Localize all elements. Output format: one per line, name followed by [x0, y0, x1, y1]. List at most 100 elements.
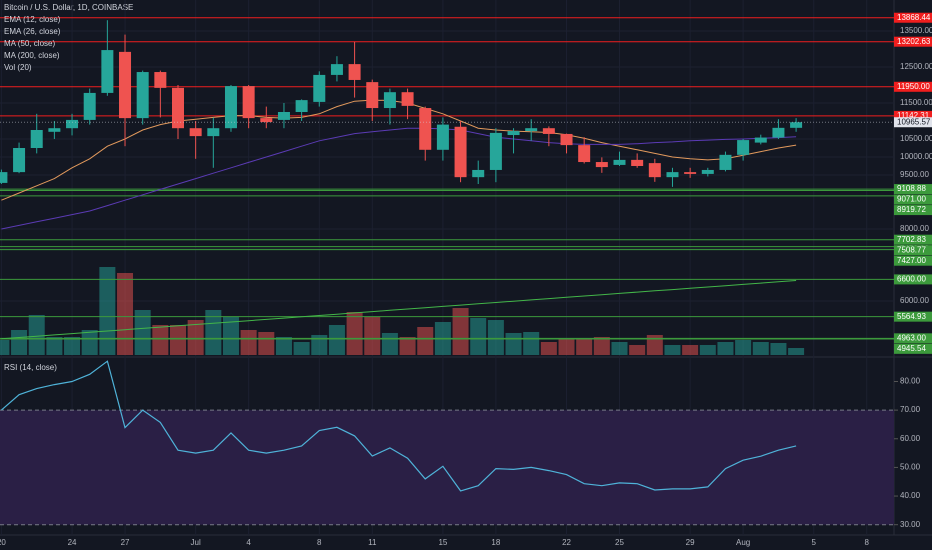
candle-body [701, 169, 714, 174]
candle-body [83, 92, 96, 120]
candle-body [489, 132, 502, 170]
y-tick-label: 9500.00 [900, 170, 929, 179]
volume-bar [788, 348, 805, 355]
candle-body [578, 145, 591, 163]
volume-bar [364, 317, 381, 355]
overlay-line [1, 99, 797, 201]
volume-bar [505, 333, 522, 355]
legend-entry: MA (200, close) [4, 51, 60, 60]
volume-bar [646, 335, 663, 355]
y-tick-label: 11500.00 [900, 98, 932, 107]
volume-bar [28, 315, 45, 355]
volume-bar [664, 345, 681, 355]
volume-bar [293, 342, 310, 355]
volume-bar [170, 325, 186, 355]
candle-body [136, 72, 149, 119]
rsi-tick-label: 70.00 [900, 405, 921, 414]
volume-bar [134, 310, 151, 355]
y-tick-label: 8000.00 [900, 224, 929, 233]
candle-body [648, 163, 661, 178]
candle-body [560, 133, 573, 146]
rsi-tick-label: 60.00 [900, 434, 921, 443]
y-tick-label: 13500.00 [900, 26, 932, 35]
level-label: 9108.88 [897, 184, 926, 193]
level-label: 7702.83 [897, 235, 926, 244]
volume-bar [311, 335, 328, 355]
volume-bar [523, 332, 540, 355]
level-label-box [894, 343, 932, 354]
rsi-tick-label: 40.00 [900, 491, 921, 500]
level-label: 11142.31 [897, 111, 930, 120]
candle-body [224, 86, 237, 129]
x-tick-label: 25 [615, 538, 624, 547]
candle-body [454, 126, 467, 178]
rsi-label: RSI (14, close) [4, 363, 57, 372]
candle-body [507, 131, 520, 136]
candle-body [631, 159, 644, 166]
candle-body [383, 92, 396, 109]
candle-body [737, 140, 750, 155]
candle-body [613, 159, 626, 165]
y-tick-label: 12500.00 [900, 62, 932, 71]
level-label: 11950.00 [897, 82, 930, 91]
x-tick-label: 22 [562, 538, 571, 547]
candle-body [189, 128, 202, 137]
volume-bar [99, 267, 116, 355]
level-label: 13868.44 [897, 13, 931, 22]
rsi-tick-label: 50.00 [900, 463, 921, 472]
volume-bar [346, 312, 363, 355]
x-tick-label: 4 [246, 538, 251, 547]
volume-bar [46, 337, 63, 355]
level-label-box [894, 274, 932, 285]
level-label-box [894, 36, 932, 47]
x-tick-label: Jul [191, 538, 201, 547]
volume-bar [240, 330, 257, 355]
candle-body [313, 74, 326, 102]
candle-body [472, 169, 485, 178]
candle-body [30, 129, 43, 148]
candle-body [48, 128, 61, 132]
volume-bar [540, 342, 557, 355]
candle-body [277, 111, 290, 120]
level-label: 5564.93 [897, 312, 926, 321]
volume-bar [205, 310, 222, 355]
candle-body [666, 172, 679, 178]
volume-bar [258, 332, 275, 355]
candle-body [419, 108, 432, 150]
overlay-line [1, 127, 797, 230]
x-tick-label: 5 [812, 538, 817, 547]
candle-body [295, 100, 308, 112]
volume-bar [470, 318, 487, 355]
level-label: 9071.00 [897, 195, 926, 204]
volume-bar [452, 308, 469, 355]
candle-body [119, 51, 132, 119]
candle-body [401, 92, 414, 106]
volume-bar [735, 340, 752, 355]
level-label: 7508.77 [897, 245, 926, 254]
volume-bar [222, 317, 239, 355]
volume-bar [611, 342, 628, 355]
level-label-box [894, 81, 932, 92]
x-tick-label: 27 [121, 538, 130, 547]
x-tick-label: 8 [865, 538, 870, 547]
volume-bar [682, 345, 699, 355]
level-label: 6600.00 [897, 275, 926, 284]
candle-body [790, 122, 803, 128]
candle-body [525, 128, 538, 132]
candle-body [66, 119, 79, 129]
candle-body [330, 64, 343, 75]
rsi-line [1, 360, 797, 492]
y-tick-label: 10500.00 [900, 134, 932, 143]
chart-title: Bitcoin / U.S. Dollar, 1D, COINBASE [4, 3, 133, 12]
y-tick-label: 6000.00 [900, 296, 929, 305]
candle-body [101, 50, 114, 93]
volume-bar [187, 320, 204, 355]
candle-body [436, 124, 449, 150]
x-tick-label: Aug [736, 538, 750, 547]
candle-body [542, 128, 555, 134]
candle-body [207, 128, 220, 137]
volume-bar [593, 337, 610, 355]
x-tick-label: 8 [317, 538, 322, 547]
volume-bar [117, 273, 134, 355]
volume-bar [275, 337, 292, 355]
